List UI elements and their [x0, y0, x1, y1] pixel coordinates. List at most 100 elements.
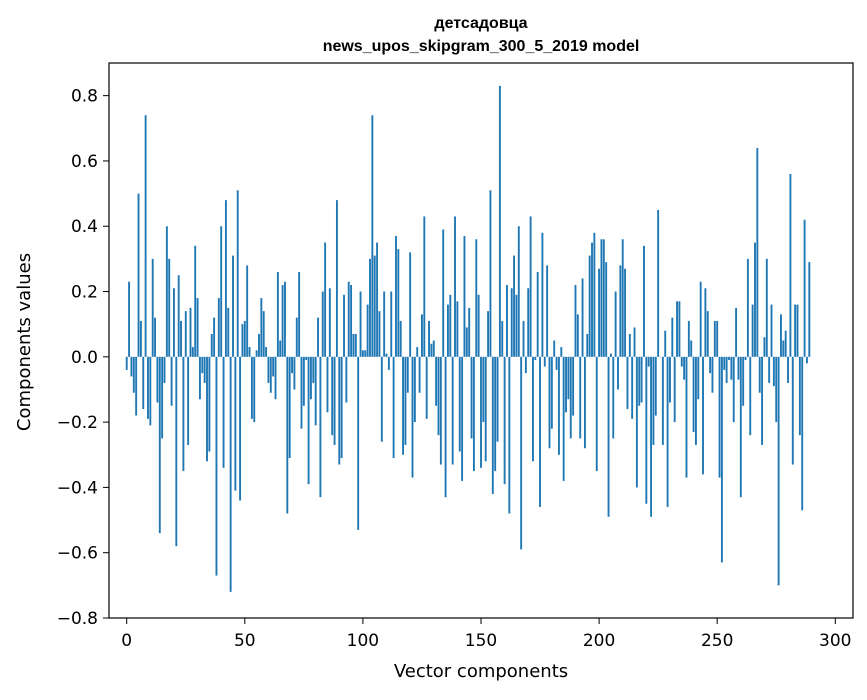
bar — [267, 357, 269, 383]
bar — [799, 357, 801, 435]
bar — [171, 357, 173, 406]
bar — [272, 357, 274, 377]
bar — [159, 357, 161, 533]
bar — [407, 357, 409, 393]
bar — [778, 357, 780, 586]
bar — [194, 246, 196, 357]
bar — [601, 239, 603, 357]
bar — [794, 305, 796, 357]
bar — [461, 357, 463, 481]
bar — [598, 269, 600, 357]
y-axis: −0.8−0.6−0.4−0.20.00.20.40.60.8 — [57, 87, 109, 629]
bar — [681, 357, 683, 367]
y-tick-label: −0.2 — [57, 413, 98, 433]
bar — [258, 334, 260, 357]
y-tick-label: 0.4 — [71, 217, 98, 237]
bar — [763, 337, 765, 357]
bar — [471, 357, 473, 439]
bar — [631, 357, 633, 419]
bar — [133, 357, 135, 393]
bar — [430, 344, 432, 357]
bar — [678, 301, 680, 357]
bar — [735, 308, 737, 357]
bar — [435, 357, 437, 406]
bar — [674, 357, 676, 422]
x-tick-label: 250 — [701, 631, 733, 651]
bar — [128, 282, 130, 357]
bar — [225, 200, 227, 357]
bar — [806, 357, 808, 364]
bar — [357, 357, 359, 530]
bar — [301, 357, 303, 429]
bar — [549, 357, 551, 448]
bar — [756, 148, 758, 357]
bar — [733, 357, 735, 422]
bar — [669, 357, 671, 403]
bar — [730, 357, 732, 380]
x-tick-label: 300 — [819, 631, 851, 651]
bar — [596, 357, 598, 471]
bar — [270, 357, 272, 393]
bar — [197, 298, 199, 357]
bar — [175, 357, 177, 546]
bar — [534, 357, 536, 360]
bar — [378, 311, 380, 357]
bar — [142, 357, 144, 409]
bar — [421, 314, 423, 356]
bar — [242, 324, 244, 357]
bar — [445, 357, 447, 497]
bar — [454, 216, 456, 356]
bar — [322, 292, 324, 357]
bar — [327, 357, 329, 413]
bar — [397, 249, 399, 357]
bar — [319, 357, 321, 497]
bar — [530, 216, 532, 356]
bar — [700, 282, 702, 357]
bar — [156, 357, 158, 403]
bar — [423, 216, 425, 356]
bar — [260, 298, 262, 357]
bar — [251, 357, 253, 419]
bar — [617, 357, 619, 390]
bar — [308, 357, 310, 484]
y-tick-label: −0.8 — [57, 609, 98, 629]
bar — [622, 239, 624, 357]
bar — [390, 292, 392, 357]
chart-subtitle: news_upos_skipgram_300_5_2019 model — [323, 38, 640, 55]
bar — [499, 86, 501, 357]
bar — [438, 357, 440, 435]
bar — [688, 321, 690, 357]
bar — [449, 295, 451, 357]
bar — [345, 357, 347, 403]
bar — [608, 357, 610, 517]
bar — [468, 308, 470, 357]
bar — [353, 334, 355, 357]
bar — [336, 200, 338, 357]
bar — [265, 347, 267, 357]
bar — [728, 357, 730, 360]
bar — [400, 321, 402, 357]
bar — [213, 318, 215, 357]
bar — [459, 357, 461, 452]
bar — [525, 357, 527, 373]
bar — [773, 357, 775, 386]
bar — [293, 357, 295, 390]
bar — [771, 305, 773, 357]
bar — [315, 357, 317, 426]
bar — [180, 321, 182, 357]
bar — [726, 357, 728, 383]
bar — [579, 357, 581, 439]
x-tick-label: 100 — [347, 631, 379, 651]
bar — [480, 357, 482, 468]
bar — [624, 269, 626, 357]
bar — [520, 357, 522, 550]
y-tick-label: 0.2 — [71, 283, 98, 303]
bar — [745, 357, 747, 360]
bar — [204, 357, 206, 383]
y-tick-label: 0.8 — [71, 87, 98, 107]
bar — [168, 259, 170, 357]
bar — [582, 278, 584, 356]
bar — [738, 357, 740, 380]
bar — [369, 259, 371, 357]
